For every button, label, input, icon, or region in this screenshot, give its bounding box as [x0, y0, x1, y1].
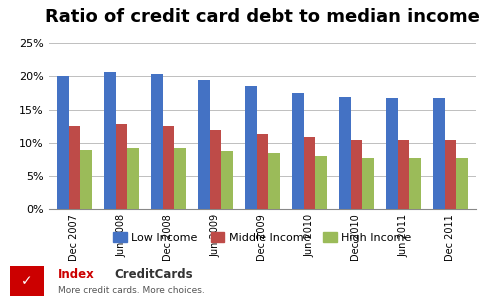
Bar: [315, 156, 327, 209]
Bar: [151, 74, 163, 209]
Legend: Low Income, Middle Income, High Income: Low Income, Middle Income, High Income: [109, 228, 416, 247]
Text: CreditCards: CreditCards: [114, 268, 193, 281]
Text: More credit cards. More choices.: More credit cards. More choices.: [58, 286, 205, 295]
Bar: [57, 76, 69, 209]
Bar: [456, 158, 468, 209]
Bar: [268, 153, 280, 209]
Bar: [339, 97, 350, 209]
Bar: [445, 140, 456, 209]
Bar: [221, 151, 233, 209]
Bar: [433, 98, 445, 209]
Bar: [386, 98, 398, 209]
Text: ✓: ✓: [21, 274, 33, 288]
Bar: [362, 158, 374, 209]
Bar: [257, 134, 268, 209]
Bar: [198, 80, 209, 209]
Bar: [304, 137, 315, 209]
Bar: [80, 150, 92, 209]
Bar: [245, 86, 257, 209]
Bar: [209, 129, 221, 209]
Title: Ratio of credit card debt to median income: Ratio of credit card debt to median inco…: [45, 7, 480, 26]
Bar: [398, 140, 409, 209]
Bar: [350, 140, 362, 209]
Bar: [116, 124, 127, 209]
Bar: [104, 72, 116, 209]
Bar: [163, 126, 174, 209]
Bar: [292, 93, 304, 209]
Text: Index: Index: [58, 268, 95, 281]
Bar: [174, 148, 186, 209]
Bar: [69, 126, 80, 209]
Bar: [409, 158, 421, 209]
Bar: [127, 148, 139, 209]
